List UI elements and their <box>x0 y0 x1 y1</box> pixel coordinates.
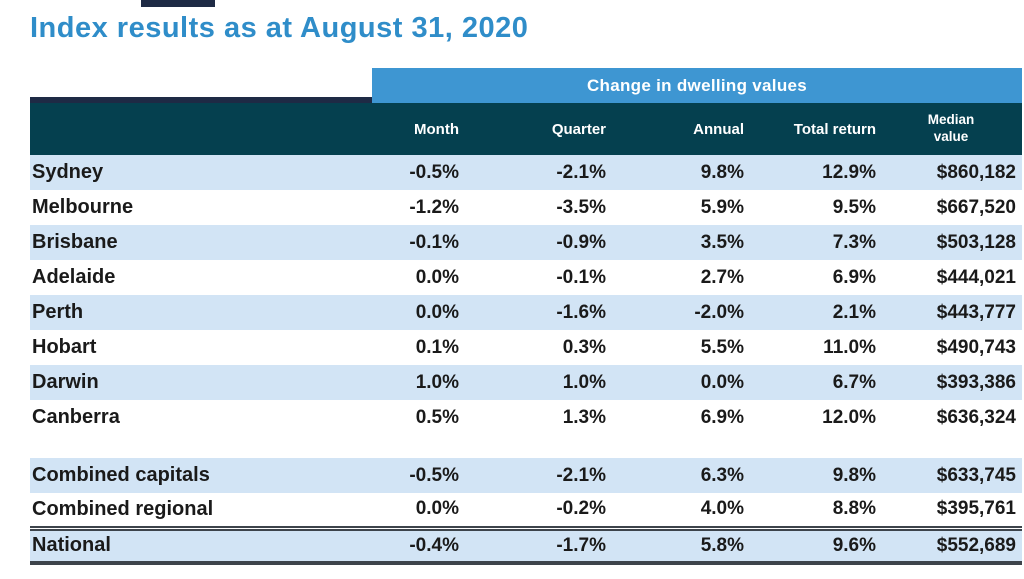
column-header-row: Month Quarter Annual Total return Median… <box>30 103 1022 155</box>
table-row-national: National -0.4% -1.7% 5.8% 9.6% $552,689 <box>30 525 1022 565</box>
cell-total-return: 9.5% <box>832 196 876 218</box>
cell-quarter: -2.1% <box>556 161 606 183</box>
cell-median-value: $503,128 <box>936 231 1016 253</box>
row-label: Canberra <box>32 406 120 428</box>
cell-month: -0.5% <box>409 464 459 486</box>
label-column-accent-line <box>30 97 372 103</box>
cell-quarter: -2.1% <box>556 464 606 486</box>
cell-month: 0.5% <box>415 406 459 428</box>
row-label: National <box>30 525 372 565</box>
cell-month: -0.4% <box>372 525 465 565</box>
cell-annual: 2.7% <box>700 266 744 288</box>
cell-month: 0.0% <box>415 498 459 520</box>
table-row: Hobart 0.1% 0.3% 5.5% 11.0% $490,743 <box>30 330 1022 365</box>
table-row: Darwin 1.0% 1.0% 0.0% 6.7% $393,386 <box>30 365 1022 400</box>
cell-median-value: $860,182 <box>936 161 1016 183</box>
cell-quarter: -0.2% <box>556 498 606 520</box>
cell-quarter: -0.9% <box>556 231 606 253</box>
cell-total-return: 6.7% <box>832 371 876 393</box>
cell-total-return: 12.0% <box>822 406 876 428</box>
cell-annual: 6.3% <box>700 464 744 486</box>
cell-annual: -2.0% <box>694 301 744 323</box>
cell-median-value: $443,777 <box>936 301 1016 323</box>
cell-annual: 9.8% <box>700 161 744 183</box>
column-header-month: Month <box>414 120 459 138</box>
cell-month: 0.1% <box>415 336 459 358</box>
cell-median-value: $633,745 <box>936 464 1016 486</box>
cell-month: -0.1% <box>409 231 459 253</box>
row-label: Melbourne <box>32 196 134 218</box>
cell-annual: 6.9% <box>700 406 744 428</box>
cell-quarter: -0.1% <box>556 266 606 288</box>
row-label: Brisbane <box>32 231 118 253</box>
table-row: Canberra 0.5% 1.3% 6.9% 12.0% $636,324 <box>30 400 1022 435</box>
cell-total-return: 6.9% <box>832 266 876 288</box>
index-results-table: Month Quarter Annual Total return Median… <box>30 103 1022 565</box>
cell-month: -0.5% <box>409 161 459 183</box>
table-row: Sydney -0.5% -2.1% 9.8% 12.9% $860,182 <box>30 155 1022 190</box>
group-header-label: Change in dwelling values <box>586 75 808 95</box>
cell-month: 0.0% <box>415 266 459 288</box>
cell-median-value: $636,324 <box>936 406 1016 428</box>
row-label: Perth <box>32 301 84 323</box>
row-label: Combined regional <box>32 497 214 520</box>
table-row: Adelaide 0.0% -0.1% 2.7% 6.9% $444,021 <box>30 260 1022 295</box>
table-row: Brisbane -0.1% -0.9% 3.5% 7.3% $503,128 <box>30 225 1022 260</box>
column-header-quarter: Quarter <box>551 120 606 138</box>
column-header-blank <box>30 103 372 155</box>
cell-annual: 4.0% <box>700 498 744 520</box>
table-row: Combined capitals -0.5% -2.1% 6.3% 9.8% … <box>30 458 1022 493</box>
cell-median-value: $444,021 <box>936 266 1016 288</box>
cell-month: 1.0% <box>415 371 459 393</box>
row-label: Darwin <box>32 371 99 393</box>
cell-month: -1.2% <box>409 196 459 218</box>
cell-median-value: $393,386 <box>936 371 1016 393</box>
row-label: Hobart <box>32 336 97 358</box>
cell-total-return: 11.0% <box>823 336 876 358</box>
spacer-row <box>30 435 1022 458</box>
cell-median-value: $395,761 <box>936 498 1016 520</box>
column-header-annual: Annual <box>693 120 744 138</box>
top-accent-bar <box>141 0 215 7</box>
cell-total-return: 2.1% <box>832 301 876 323</box>
cell-total-return: 7.3% <box>832 231 876 253</box>
cell-annual: 5.5% <box>700 336 744 358</box>
cell-annual: 0.0% <box>700 371 744 393</box>
cell-annual: 3.5% <box>700 231 744 253</box>
cell-total-return: 8.8% <box>832 498 876 520</box>
cell-total-return: 9.6% <box>750 525 882 565</box>
row-label: Combined capitals <box>32 464 210 486</box>
cell-quarter: 0.3% <box>562 336 606 358</box>
cell-quarter: -3.5% <box>556 196 606 218</box>
page-title: Index results as at August 31, 2020 <box>30 12 529 44</box>
row-label: Adelaide <box>32 266 116 288</box>
cell-median-value: $490,743 <box>936 336 1016 358</box>
cell-quarter: 1.3% <box>562 406 606 428</box>
cell-month: 0.0% <box>415 301 459 323</box>
cell-annual: 5.8% <box>612 525 750 565</box>
table-row: Melbourne -1.2% -3.5% 5.9% 9.5% $667,520 <box>30 190 1022 225</box>
row-label: Sydney <box>32 161 104 183</box>
cell-quarter: -1.7% <box>465 525 612 565</box>
group-header-band: Change in dwelling values <box>372 68 1022 103</box>
cell-quarter: 1.0% <box>562 371 606 393</box>
cell-annual: 5.9% <box>700 196 744 218</box>
cell-total-return: 9.8% <box>832 464 876 486</box>
table-row: Combined regional 0.0% -0.2% 4.0% 8.8% $… <box>30 493 1022 528</box>
cell-total-return: 12.9% <box>822 161 876 183</box>
cell-median-value: $667,520 <box>936 196 1016 218</box>
column-header-median-value: Median value <box>927 112 975 144</box>
cell-quarter: -1.6% <box>556 301 606 323</box>
column-header-total-return: Total return <box>793 120 876 138</box>
table-row: Perth 0.0% -1.6% -2.0% 2.1% $443,777 <box>30 295 1022 330</box>
cell-median-value: $552,689 <box>882 525 1022 565</box>
